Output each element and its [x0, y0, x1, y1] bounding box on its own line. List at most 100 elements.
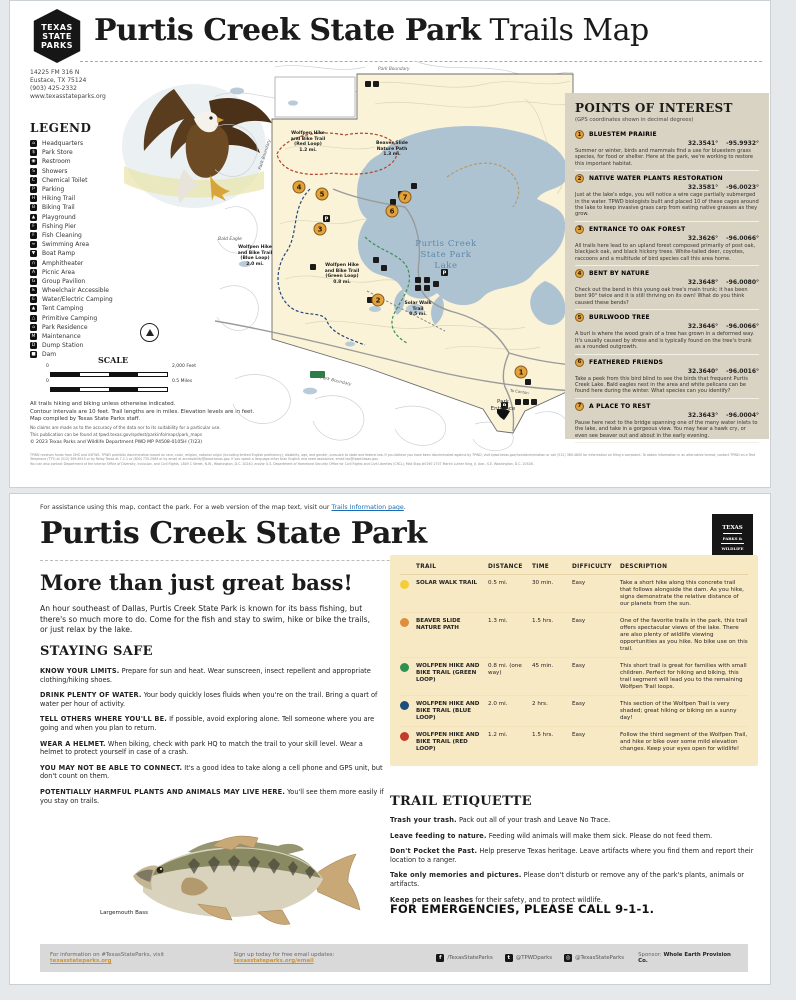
bald-eagle-illustration: [122, 84, 272, 208]
trail-name: WOLFPEN HIKE AND BIKE TRAIL (BLUE LOOP): [400, 701, 488, 722]
legal-fineprint: TPWD receives funds from DHS and USFWS. …: [30, 453, 765, 466]
legend-item: ∩ Amphitheater: [30, 258, 180, 267]
trails-information-link[interactable]: Trails Information page: [331, 504, 404, 511]
highway-shield-icon: [310, 371, 325, 378]
largemouth-bass-illustration: [133, 835, 361, 925]
svg-text:P: P: [325, 217, 329, 223]
poi-coordinates: 32.3648° -96.0080°: [687, 279, 759, 287]
legend-item: S Showers: [30, 167, 180, 176]
legend-item-label: Boat Ramp: [42, 250, 76, 258]
legend-item-icon: ♿: [30, 287, 37, 295]
legend-item: ⌂ Headquarters: [30, 139, 180, 148]
trail-description: Follow the third segment of the Wolfpen …: [620, 732, 748, 752]
bass-stripes: [188, 855, 315, 879]
map-note-line: Contour intervals are 10 feet. Trail len…: [30, 408, 255, 415]
page-title: Purtis Creek State Park Trails Map: [94, 13, 649, 48]
trail-description: This section of the Wolfpen Trail is ver…: [620, 701, 737, 721]
legend-item-label: Biking Trail: [42, 204, 75, 212]
legend-item-icon: P: [30, 186, 37, 194]
tsp-link[interactable]: texasstateparks.org: [50, 958, 112, 964]
social-link[interactable]: f /TexasStateParks: [436, 954, 493, 962]
legend-item-label: Park Store: [42, 149, 73, 157]
etiquette-item: Don't Pocket the Past. Help preserve Tex…: [390, 847, 754, 864]
trail-etiquette-title: TRAIL ETIQUETTE: [390, 794, 532, 809]
poi-marker: 4: [292, 180, 306, 194]
trail-time: 45 min.: [532, 663, 554, 669]
title-light: Trails Map: [480, 13, 650, 48]
safety-tip: YOU MAY NOT BE ABLE TO CONNECT. It's a g…: [40, 763, 383, 781]
poi-number-badge: 3: [575, 224, 584, 234]
label-solar-walk: Solar Walk Trail 0.5 mi.: [404, 301, 432, 317]
poi-name: BLUESTEM PRAIRIE: [589, 131, 657, 138]
trail-name: WOLFPEN HIKE AND BIKE TRAIL (GREEN LOOP): [400, 663, 488, 691]
svg-text:1: 1: [519, 369, 524, 377]
legend-item-icon: ▼: [30, 250, 37, 258]
legend-item-icon: ∩: [30, 259, 37, 267]
logo-line: PARKS: [41, 40, 73, 50]
trail-color-dot: [400, 618, 409, 627]
legend-item-label: Water/Electric Camping: [42, 296, 113, 304]
poi-subtitle: (GPS coordinates shown in decimal degree…: [575, 117, 694, 123]
legend-item-label: Playground: [42, 213, 76, 221]
poi-title: POINTS OF INTEREST: [575, 101, 733, 115]
logo-line: WILDLIFE: [721, 542, 744, 552]
map-note-line: Map compiled by Texas State Parks staff.: [30, 416, 141, 423]
legend-item-icon: A: [30, 268, 37, 276]
poi-item: 4 BENT BY NATURE 32.3648° -96.0080° Check…: [575, 266, 759, 311]
poi-marker: 2: [371, 293, 385, 307]
scale-miles-label: 0.5 Miles: [172, 379, 193, 384]
copyright-line: © 2023 Texas Parks and Wildlife Departme…: [30, 440, 202, 445]
svg-text:2: 2: [376, 297, 381, 305]
scale-feet-label: 2,000 Feet: [172, 364, 196, 369]
col-description: DESCRIPTION: [620, 564, 668, 570]
social-link[interactable]: t @TPWDparks: [504, 954, 552, 962]
legend-item-label: Swimming Area: [42, 241, 90, 249]
trail-etiquette-list: Trash your trash. Pack out all of your t…: [390, 816, 758, 904]
social-icon: t: [504, 954, 513, 962]
legend-item: ▼ Boat Ramp: [30, 249, 180, 258]
legend-item-icon: ■: [30, 351, 37, 359]
footer-sponsor: Sponsor: Whole Earth Provision Co.: [638, 952, 731, 964]
legend-item: ⌂ Park Residence: [30, 323, 180, 332]
title-divider: [40, 560, 465, 561]
trail-color-dot: [400, 701, 409, 710]
legend-item: C Chemical Toilet: [30, 176, 180, 185]
trail-table-header: TRAIL DISTANCE TIME DIFFICULTY DESCRIPTI…: [400, 564, 748, 575]
safety-tip: KNOW YOUR LIMITS. Prepare for sun and he…: [40, 667, 371, 684]
social-link[interactable]: ◎ @TexasStateParks: [564, 954, 625, 962]
poi-coordinates: 32.3541° -95.9932°: [687, 140, 759, 147]
lake: [357, 125, 568, 325]
legend-item: E Water/Electric Camping: [30, 295, 180, 304]
legend-item: ▲ Playground: [30, 213, 180, 222]
map-subnote-line: No claims are made as to the accuracy of…: [30, 425, 221, 430]
poi-name: FEATHERED FRIENDS: [589, 358, 664, 366]
trail-difficulty: Easy: [572, 618, 586, 624]
legend-item: H Hiking Trail: [30, 194, 180, 203]
legend-item-label: Chemical Toilet: [42, 176, 88, 184]
poi-number-badge: 4: [575, 269, 584, 279]
legend-item-icon: S: [30, 167, 37, 175]
points-of-interest-panel: POINTS OF INTEREST (GPS coordinates show…: [565, 93, 769, 443]
trail-time: 1.5 hrs.: [532, 732, 554, 738]
park-address: 14225 FM 316 N Eustace, TX 75124 (903) 425…: [30, 69, 106, 101]
trail-table: TRAIL DISTANCE TIME DIFFICULTY DESCRIPTI…: [390, 555, 758, 766]
svg-text:6: 6: [390, 208, 395, 216]
legend-item-icon: ▲: [30, 305, 37, 313]
trail-table-body: SOLAR WALK TRAIL 0.5 mi. 30 min. Easy Ta…: [400, 575, 748, 757]
poi-description: Pause here next to the bridge spanning o…: [575, 419, 758, 439]
legend-item-icon: ≈: [30, 241, 37, 249]
poi-coordinates: 32.3640° -96.0016°: [687, 367, 759, 375]
trail-difficulty: Easy: [572, 663, 586, 669]
trail-description: One of the favorite trails in the park, …: [620, 618, 748, 652]
trail-name: BEAVER SLIDE NATURE PATH: [400, 618, 488, 653]
legend-item-label: Maintenance: [42, 333, 81, 341]
legend-list: ⌂ Headquarters $ Park Store ◉ Restroom S…: [30, 139, 180, 360]
legend-item-icon: ⌂: [30, 323, 37, 331]
eagle-caption: Bald Eagle: [218, 237, 242, 242]
legend-item-label: Showers: [42, 167, 68, 175]
safety-tip: DRINK PLENTY OF WATER. Your body quickly…: [40, 691, 378, 708]
col-trail: TRAIL: [416, 564, 437, 570]
email-signup-link[interactable]: texasstateparks.org/email: [233, 958, 314, 964]
trail-row: SOLAR WALK TRAIL 0.5 mi. 30 min. Easy Ta…: [400, 575, 748, 613]
